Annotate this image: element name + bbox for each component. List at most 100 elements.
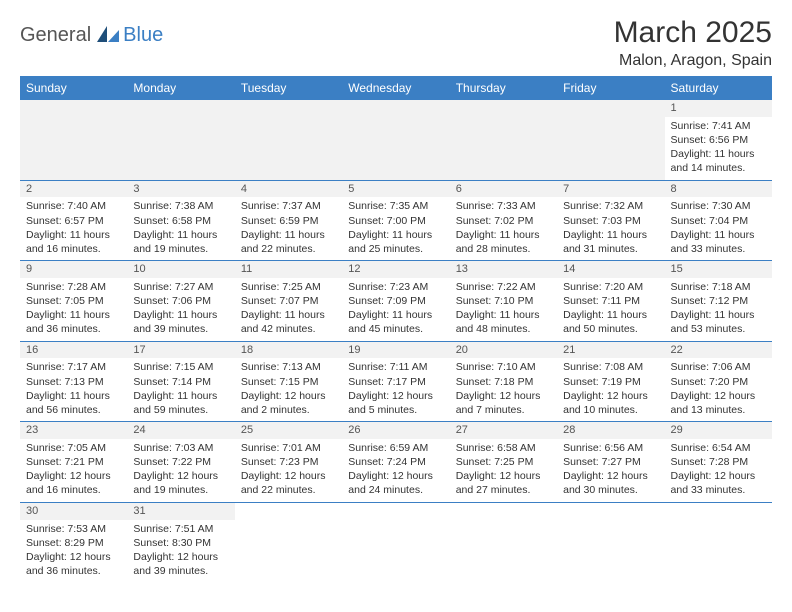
- sunset-line: Sunset: 7:27 PM: [563, 455, 658, 469]
- day-number: 17: [127, 342, 234, 359]
- daylight-line: Daylight: 11 hours and 31 minutes.: [563, 228, 658, 256]
- daylight-line: Daylight: 11 hours and 56 minutes.: [26, 389, 121, 417]
- daylight-line: Daylight: 11 hours and 48 minutes.: [456, 308, 551, 336]
- sunset-line: Sunset: 7:00 PM: [348, 214, 443, 228]
- daylight-line: Daylight: 12 hours and 22 minutes.: [241, 469, 336, 497]
- calendar-cell: [342, 100, 449, 180]
- sunrise-line: Sunrise: 7:30 AM: [671, 199, 766, 213]
- day-number: 13: [450, 261, 557, 278]
- day-number: 18: [235, 342, 342, 359]
- sunrise-line: Sunrise: 7:28 AM: [26, 280, 121, 294]
- day-number: 30: [20, 503, 127, 520]
- sunset-line: Sunset: 7:20 PM: [671, 375, 766, 389]
- sunrise-line: Sunrise: 7:13 AM: [241, 360, 336, 374]
- day-number: 21: [557, 342, 664, 359]
- daylight-line: Daylight: 12 hours and 2 minutes.: [241, 389, 336, 417]
- daylight-line: Daylight: 12 hours and 19 minutes.: [133, 469, 228, 497]
- page-title: March 2025: [614, 16, 772, 50]
- sunset-line: Sunset: 7:28 PM: [671, 455, 766, 469]
- daylight-line: Daylight: 12 hours and 10 minutes.: [563, 389, 658, 417]
- daylight-line: Daylight: 11 hours and 19 minutes.: [133, 228, 228, 256]
- day-header: Monday: [127, 76, 234, 100]
- daylight-line: Daylight: 11 hours and 59 minutes.: [133, 389, 228, 417]
- day-header: Thursday: [450, 76, 557, 100]
- calendar-cell: [450, 100, 557, 180]
- day-header: Saturday: [665, 76, 772, 100]
- daylight-line: Daylight: 12 hours and 13 minutes.: [671, 389, 766, 417]
- calendar-cell: 16Sunrise: 7:17 AMSunset: 7:13 PMDayligh…: [20, 341, 127, 422]
- sunrise-line: Sunrise: 7:15 AM: [133, 360, 228, 374]
- calendar-cell: [235, 502, 342, 582]
- sunset-line: Sunset: 7:11 PM: [563, 294, 658, 308]
- sunrise-line: Sunrise: 7:40 AM: [26, 199, 121, 213]
- daylight-line: Daylight: 12 hours and 33 minutes.: [671, 469, 766, 497]
- day-number: 22: [665, 342, 772, 359]
- daylight-line: Daylight: 11 hours and 53 minutes.: [671, 308, 766, 336]
- sunrise-line: Sunrise: 7:08 AM: [563, 360, 658, 374]
- sunrise-line: Sunrise: 6:58 AM: [456, 441, 551, 455]
- daylight-line: Daylight: 11 hours and 22 minutes.: [241, 228, 336, 256]
- calendar-cell: 30Sunrise: 7:53 AMSunset: 8:29 PMDayligh…: [20, 502, 127, 582]
- daylight-line: Daylight: 11 hours and 16 minutes.: [26, 228, 121, 256]
- day-header: Wednesday: [342, 76, 449, 100]
- calendar-cell: 28Sunrise: 6:56 AMSunset: 7:27 PMDayligh…: [557, 422, 664, 503]
- logo-text-general: General: [20, 24, 91, 47]
- calendar-cell: 23Sunrise: 7:05 AMSunset: 7:21 PMDayligh…: [20, 422, 127, 503]
- sunset-line: Sunset: 8:30 PM: [133, 536, 228, 550]
- calendar-cell: 26Sunrise: 6:59 AMSunset: 7:24 PMDayligh…: [342, 422, 449, 503]
- calendar-cell: [20, 100, 127, 180]
- day-number: 1: [665, 100, 772, 117]
- calendar-cell: 7Sunrise: 7:32 AMSunset: 7:03 PMDaylight…: [557, 180, 664, 261]
- day-number: 10: [127, 261, 234, 278]
- daylight-line: Daylight: 11 hours and 25 minutes.: [348, 228, 443, 256]
- calendar-cell: [665, 502, 772, 582]
- day-number: 12: [342, 261, 449, 278]
- calendar-cell: 2Sunrise: 7:40 AMSunset: 6:57 PMDaylight…: [20, 180, 127, 261]
- day-number: 20: [450, 342, 557, 359]
- sunrise-line: Sunrise: 7:27 AM: [133, 280, 228, 294]
- sunset-line: Sunset: 7:18 PM: [456, 375, 551, 389]
- daylight-line: Daylight: 11 hours and 14 minutes.: [671, 147, 766, 175]
- sunrise-line: Sunrise: 7:20 AM: [563, 280, 658, 294]
- calendar-cell: [557, 100, 664, 180]
- sunset-line: Sunset: 7:25 PM: [456, 455, 551, 469]
- sunset-line: Sunset: 7:24 PM: [348, 455, 443, 469]
- sunrise-line: Sunrise: 6:59 AM: [348, 441, 443, 455]
- day-number: 15: [665, 261, 772, 278]
- daylight-line: Daylight: 11 hours and 45 minutes.: [348, 308, 443, 336]
- calendar-cell: [235, 100, 342, 180]
- daylight-line: Daylight: 12 hours and 7 minutes.: [456, 389, 551, 417]
- calendar-cell: 19Sunrise: 7:11 AMSunset: 7:17 PMDayligh…: [342, 341, 449, 422]
- sunrise-line: Sunrise: 7:38 AM: [133, 199, 228, 213]
- daylight-line: Daylight: 12 hours and 5 minutes.: [348, 389, 443, 417]
- calendar-cell: 5Sunrise: 7:35 AMSunset: 7:00 PMDaylight…: [342, 180, 449, 261]
- sunrise-line: Sunrise: 7:37 AM: [241, 199, 336, 213]
- location-subtitle: Malon, Aragon, Spain: [614, 52, 772, 70]
- sunrise-line: Sunrise: 7:18 AM: [671, 280, 766, 294]
- calendar-cell: 13Sunrise: 7:22 AMSunset: 7:10 PMDayligh…: [450, 261, 557, 342]
- calendar-cell: 4Sunrise: 7:37 AMSunset: 6:59 PMDaylight…: [235, 180, 342, 261]
- calendar-cell: 20Sunrise: 7:10 AMSunset: 7:18 PMDayligh…: [450, 341, 557, 422]
- calendar-cell: 24Sunrise: 7:03 AMSunset: 7:22 PMDayligh…: [127, 422, 234, 503]
- sunset-line: Sunset: 7:10 PM: [456, 294, 551, 308]
- sunrise-line: Sunrise: 7:10 AM: [456, 360, 551, 374]
- sunset-line: Sunset: 6:59 PM: [241, 214, 336, 228]
- daylight-line: Daylight: 11 hours and 28 minutes.: [456, 228, 551, 256]
- calendar-cell: 11Sunrise: 7:25 AMSunset: 7:07 PMDayligh…: [235, 261, 342, 342]
- sunset-line: Sunset: 7:14 PM: [133, 375, 228, 389]
- sunset-line: Sunset: 7:05 PM: [26, 294, 121, 308]
- daylight-line: Daylight: 12 hours and 30 minutes.: [563, 469, 658, 497]
- calendar-cell: 14Sunrise: 7:20 AMSunset: 7:11 PMDayligh…: [557, 261, 664, 342]
- logo: General Blue: [20, 24, 163, 47]
- sunrise-line: Sunrise: 7:23 AM: [348, 280, 443, 294]
- sunrise-line: Sunrise: 7:33 AM: [456, 199, 551, 213]
- day-number: 4: [235, 181, 342, 198]
- day-header: Sunday: [20, 76, 127, 100]
- calendar-cell: 17Sunrise: 7:15 AMSunset: 7:14 PMDayligh…: [127, 341, 234, 422]
- day-number: 8: [665, 181, 772, 198]
- day-number: 16: [20, 342, 127, 359]
- day-number: 27: [450, 422, 557, 439]
- sunset-line: Sunset: 7:07 PM: [241, 294, 336, 308]
- calendar-cell: 3Sunrise: 7:38 AMSunset: 6:58 PMDaylight…: [127, 180, 234, 261]
- calendar-cell: [342, 502, 449, 582]
